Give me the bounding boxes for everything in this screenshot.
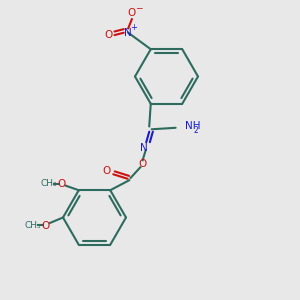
Text: CH₃: CH₃	[25, 221, 41, 230]
Text: N: N	[140, 143, 148, 153]
Text: O: O	[58, 178, 66, 189]
Text: CH₃: CH₃	[40, 179, 57, 188]
Text: O: O	[104, 30, 112, 40]
Text: N: N	[124, 28, 132, 38]
Text: O: O	[128, 8, 136, 18]
Text: 2: 2	[194, 126, 198, 135]
Text: +: +	[130, 23, 137, 32]
Text: O: O	[103, 166, 111, 176]
Text: O: O	[42, 220, 50, 231]
Text: O: O	[139, 159, 147, 170]
Text: −: −	[135, 3, 142, 12]
Text: NH: NH	[184, 121, 200, 131]
